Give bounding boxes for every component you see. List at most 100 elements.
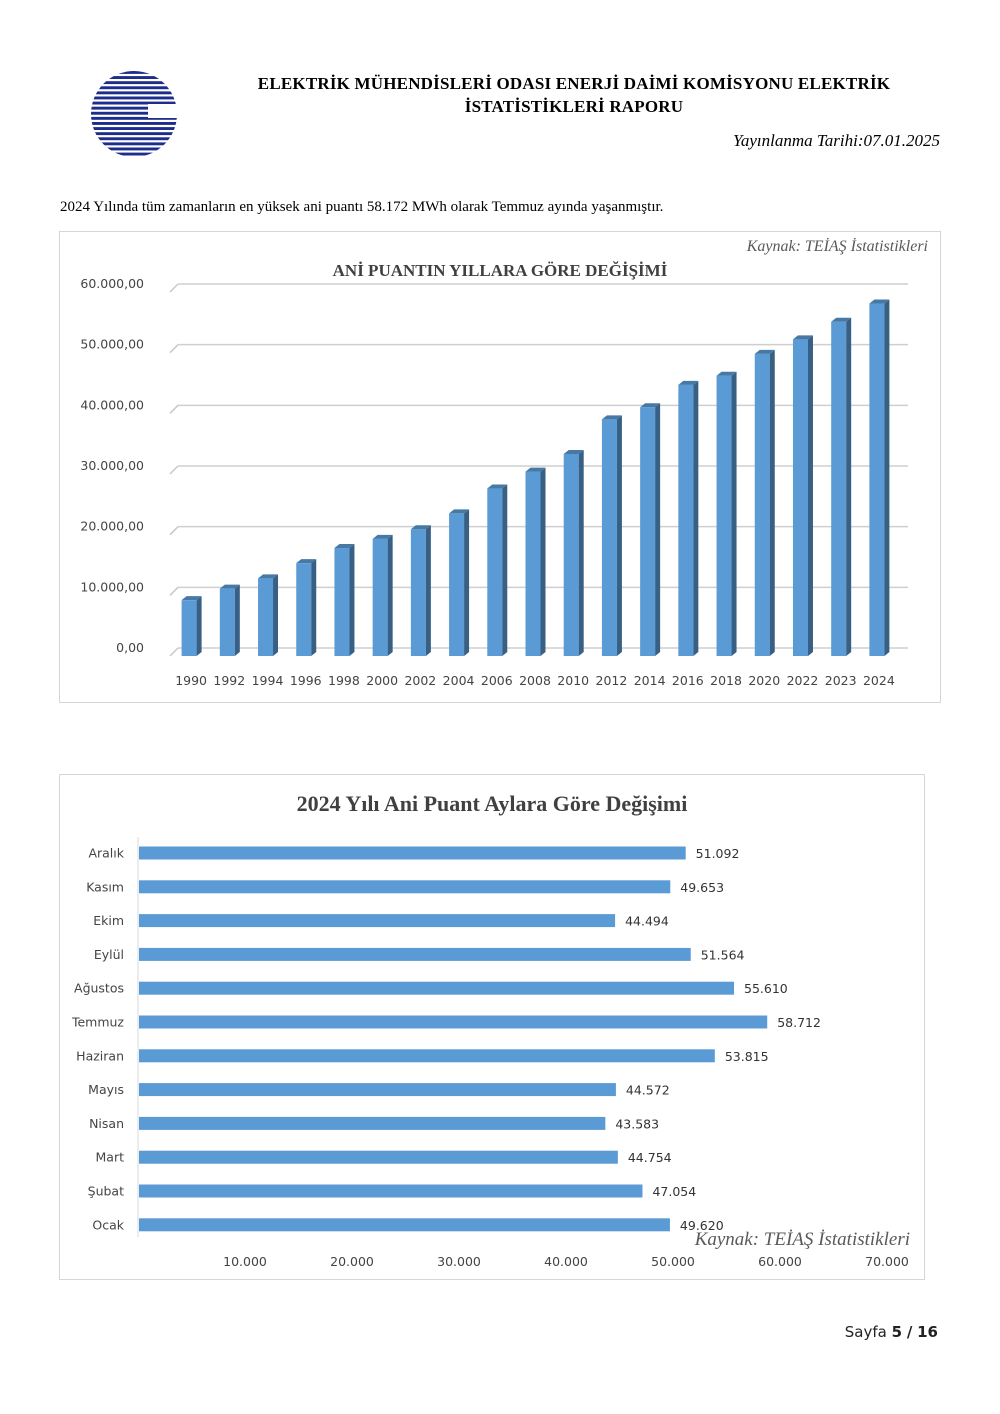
monthly-peak-chart-panel: 2024 Yılı Ani Puant Aylara Göre Değişimi…	[59, 774, 925, 1280]
chart2-category-label: Kasım	[86, 879, 124, 894]
chart1-bar	[869, 299, 890, 656]
chart2-bar	[139, 1184, 643, 1198]
chart1-bar	[372, 534, 393, 656]
chart1-xtick-label: 2024	[863, 673, 895, 688]
chart1-gridline-depth	[169, 283, 179, 293]
chart1-bar	[296, 559, 317, 656]
chart2-value-label: 49.653	[680, 880, 724, 895]
emo-logo-icon	[91, 71, 180, 156]
chart1-ytick-label: 30.000,00	[80, 458, 144, 473]
chart2-category-label: Temmuz	[71, 1015, 124, 1030]
logo-stripe	[91, 132, 177, 136]
chart2-value-label: 55.610	[744, 981, 788, 996]
chart2-value-label: 47.054	[652, 1184, 696, 1199]
logo-stripe	[91, 76, 177, 79]
chart1-xtick-label: 1998	[328, 673, 360, 688]
page-current: 5	[891, 1323, 903, 1341]
chart2-bar	[139, 1116, 606, 1130]
chart2-bar	[139, 880, 671, 894]
logo-stripe	[91, 116, 177, 120]
chart2-value-label: 44.754	[628, 1150, 672, 1165]
chart2-bar	[139, 1218, 670, 1232]
chart2-category-label: Şubat	[88, 1184, 124, 1199]
chart2-bar	[139, 1083, 616, 1097]
chart2-bar	[139, 846, 686, 860]
chart1-bar	[487, 484, 508, 656]
chart1-ytick-label: 40.000,00	[80, 397, 144, 412]
chart2-xtick-label: 10.000	[223, 1254, 267, 1269]
chart2-bar	[139, 914, 616, 928]
logo-stripe	[91, 111, 177, 115]
chart1-bar	[258, 574, 279, 656]
chart1-xtick-label: 1994	[252, 673, 284, 688]
chart1-bar	[601, 415, 622, 656]
chart2-value-label: 44.494	[625, 914, 669, 929]
chart2-category-label: Mart	[96, 1150, 125, 1165]
chart1-bar	[525, 467, 546, 656]
chart2-category-label: Ekim	[93, 913, 124, 928]
page-prefix: Sayfa	[844, 1323, 887, 1341]
intro-text: 2024 Yılında tüm zamanların en yüksek an…	[60, 199, 664, 215]
report-title: ELEKTRİK MÜHENDİSLERİ ODASI ENERJİ DAİMİ…	[257, 74, 891, 116]
chart1-xtick-label: 2010	[557, 673, 589, 688]
chart2-category-label: Aralık	[88, 846, 124, 861]
chart2-xtick-label: 60.000	[758, 1254, 802, 1269]
logo-stripe	[91, 106, 177, 110]
chart2-value-label: 49.620	[680, 1218, 724, 1233]
chart2-value-label: 53.815	[725, 1049, 769, 1064]
chart1-bar	[754, 349, 775, 656]
chart1-ytick-label: 10.000,00	[80, 579, 144, 594]
chart1-xtick-label: 2022	[787, 673, 819, 688]
page-number: Sayfa 5 / 16	[845, 1323, 938, 1341]
chart1-gridline-depth	[169, 465, 179, 475]
chart2-category-label: Ağustos	[74, 981, 124, 996]
chart1-ytick-label: 0,00	[116, 640, 144, 655]
chart1-gridline-depth	[169, 647, 179, 657]
yearly-peak-chart: ANİ PUANTIN YILLARA GÖRE DEĞİŞİMİ Kaynak:…	[80, 237, 928, 688]
monthly-peak-chart: 2024 Yılı Ani Puant Aylara Göre Değişimi…	[71, 791, 910, 1269]
chart1-xtick-label: 2000	[366, 673, 398, 688]
logo-stripe	[91, 147, 177, 151]
chart2-title: 2024 Yılı Ani Puant Aylara Göre Değişimi	[297, 791, 688, 816]
logo-stripe	[91, 101, 177, 105]
chart2-value-label: 43.583	[615, 1116, 659, 1131]
chart1-xtick-label: 2016	[672, 673, 704, 688]
chart1-gridline-depth	[169, 586, 179, 596]
chart1-bar	[563, 449, 584, 656]
chart1-xtick-label: 1990	[175, 673, 207, 688]
chart2-bar	[139, 947, 691, 961]
chart2-category-label: Ocak	[92, 1217, 124, 1232]
chart1-xtick-label: 2008	[519, 673, 551, 688]
chart2-value-label: 51.564	[701, 947, 745, 962]
chart2-source: Kaynak: TEİAŞ İstatistikleri	[694, 1229, 910, 1250]
chart2-bar	[139, 981, 735, 995]
chart1-xtick-label: 2004	[443, 673, 475, 688]
logo-stripe	[91, 142, 177, 146]
chart2-xtick-label: 70.000	[865, 1254, 909, 1269]
chart1-xtick-label: 2023	[825, 673, 857, 688]
chart1-bar	[334, 544, 355, 656]
chart1-xtick-label: 2006	[481, 673, 513, 688]
logo-stripe	[91, 91, 177, 95]
logo-stripe	[91, 127, 177, 130]
chart1-bar	[640, 403, 661, 656]
chart1-bar	[181, 596, 202, 656]
chart1-xtick-label: 2018	[710, 673, 742, 688]
chart1-gridline-depth	[169, 526, 179, 536]
chart1-bar	[792, 335, 813, 656]
chart1-ytick-label: 50.000,00	[80, 337, 144, 352]
chart2-value-label: 51.092	[696, 846, 740, 861]
page-total: 16	[917, 1323, 938, 1341]
chart1-bar	[678, 380, 699, 656]
chart2-xtick-label: 50.000	[651, 1254, 695, 1269]
chart2-category-label: Haziran	[76, 1048, 124, 1063]
publish-date: Yayınlanma Tarihi:07.01.2025	[732, 131, 940, 150]
logo-stripe	[91, 122, 177, 125]
chart1-bar	[410, 525, 431, 656]
logo-stripe	[91, 152, 177, 156]
chart2-xtick-label: 30.000	[437, 1254, 481, 1269]
chart1-bar	[449, 509, 470, 656]
logo-stripe	[91, 81, 177, 85]
chart2-category-label: Eylül	[94, 947, 124, 962]
chart1-xtick-label: 2020	[748, 673, 780, 688]
